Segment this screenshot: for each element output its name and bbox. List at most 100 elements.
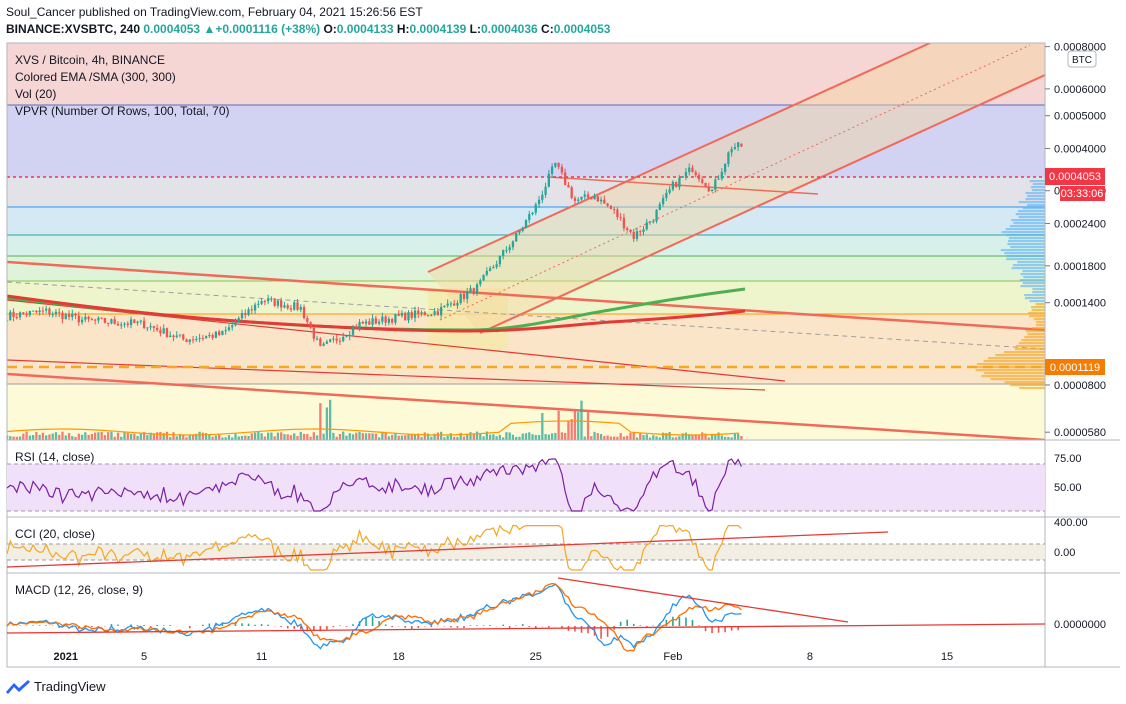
volume-bar <box>606 435 609 440</box>
macd-hist-bar <box>580 626 583 633</box>
candle-body <box>87 316 90 320</box>
volume-bar <box>547 434 550 440</box>
vpvr-bar <box>1025 192 1045 195</box>
volume-bar <box>404 435 407 440</box>
time-axis[interactable]: 2021 5 11 18 25 Feb 8 15 <box>54 651 954 663</box>
candle-body <box>175 335 178 338</box>
candle-body <box>97 317 100 321</box>
price-tick-label: 0.0005000 <box>1054 111 1106 123</box>
vpvr-bar <box>1031 327 1045 330</box>
volume-bar <box>436 432 440 440</box>
candle-body <box>635 231 639 239</box>
volume-bar <box>723 436 727 440</box>
macd-hist-bar <box>313 626 315 631</box>
volume-bar <box>704 433 707 440</box>
volume-bar <box>661 432 665 440</box>
macd-hist-bar <box>548 626 550 628</box>
volume-bar <box>286 434 289 440</box>
macd-hist-bar <box>430 626 433 628</box>
time-tick-label: 5 <box>141 651 147 663</box>
vpvr-bar <box>1011 267 1045 270</box>
volume-bar <box>573 411 577 440</box>
volume-bar <box>182 434 185 440</box>
macd-hist-bar <box>162 625 165 626</box>
macd-hist-bar <box>450 626 452 628</box>
volume-bar <box>162 433 165 440</box>
volume-bars <box>7 399 743 440</box>
candle-body <box>208 334 211 337</box>
vpvr-bar <box>1014 348 1045 351</box>
macd-hist-bar <box>391 626 393 628</box>
candle-body <box>505 250 508 252</box>
candle-body <box>64 314 67 320</box>
volume-bar <box>485 431 488 440</box>
volume-bar <box>609 436 613 440</box>
volume-bar <box>426 433 430 440</box>
macd-hist-bar <box>632 623 635 626</box>
vpvr-bar <box>1018 201 1045 204</box>
volume-bar <box>423 432 426 440</box>
volume-bar <box>537 435 541 440</box>
candle-body <box>518 230 521 233</box>
candle-body <box>642 229 645 232</box>
candle-body <box>358 322 361 329</box>
candle-body <box>182 334 185 340</box>
candle-body <box>93 319 97 321</box>
macd-hist-bar <box>45 625 47 626</box>
macd-hist-bar <box>169 625 172 626</box>
pane-borders <box>6 42 1120 668</box>
candle-body <box>492 267 495 269</box>
vpvr-bar <box>1032 183 1045 186</box>
candle-body <box>616 209 619 218</box>
volume-bar <box>335 436 338 440</box>
rsi-tick-75: 75.00 <box>1054 453 1082 465</box>
candle-body <box>322 343 325 346</box>
macd-hist-bar <box>345 626 348 627</box>
candle-body <box>355 327 358 329</box>
macd-hist-bar <box>286 626 289 629</box>
candle-body <box>714 179 717 190</box>
candle-body <box>201 337 204 339</box>
candle-body <box>603 199 606 204</box>
vpvr-bar <box>1009 384 1045 387</box>
candle-body <box>482 274 485 281</box>
candle-body <box>146 327 149 329</box>
candle-body <box>74 313 77 316</box>
volume-bar <box>505 432 508 440</box>
vpvr-bar <box>1017 261 1045 264</box>
volume-bar <box>84 432 87 440</box>
tradingview-brand[interactable]: TradingView <box>6 678 106 694</box>
macd-hist-bar <box>704 626 707 632</box>
candle-body <box>423 312 426 316</box>
candle-body <box>247 309 250 315</box>
cci-tick-400: 400.00 <box>1054 517 1088 529</box>
macd-line <box>6 583 742 650</box>
candle-body <box>185 339 188 343</box>
volume-bar <box>201 432 204 440</box>
candle-body <box>717 178 720 180</box>
price-axis[interactable]: BTC 0.0008000 0.0006000 0.0005000 0.0004000… <box>1045 42 1106 631</box>
cci-trend-line <box>6 531 889 568</box>
candle-body <box>18 312 22 318</box>
candle-body <box>577 199 580 201</box>
macd-hist-bar <box>469 625 472 626</box>
volume-bar <box>12 436 15 440</box>
candle-body <box>38 310 41 313</box>
volume-bar <box>338 434 342 440</box>
macd-hist-bar <box>672 616 674 626</box>
price-tick-label: 0.0004000 <box>1054 143 1106 155</box>
volume-bar <box>413 434 417 440</box>
volume-bar <box>714 435 717 440</box>
volume-bar <box>400 435 404 440</box>
volume-bar <box>710 434 714 440</box>
volume-bar <box>612 436 616 440</box>
candle-body <box>413 310 417 318</box>
volume-bar <box>550 433 554 440</box>
volume-bar <box>622 436 626 440</box>
volume-bar <box>312 432 315 440</box>
candle-body <box>178 334 182 336</box>
volume-bar <box>329 399 332 440</box>
macd-hist-bar <box>698 625 700 626</box>
candle-body <box>22 312 25 314</box>
